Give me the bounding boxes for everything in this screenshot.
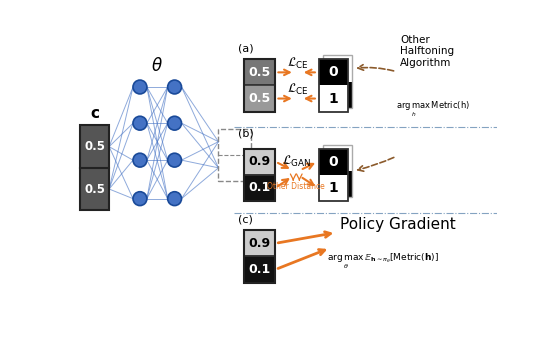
- Bar: [218, 129, 251, 181]
- Bar: [244, 230, 275, 256]
- Text: (a): (a): [238, 43, 254, 53]
- Bar: [80, 125, 109, 210]
- Text: 0.5: 0.5: [248, 92, 270, 105]
- Bar: [244, 149, 275, 175]
- Text: Other
Halftoning
Algorithm: Other Halftoning Algorithm: [400, 35, 454, 68]
- Bar: [244, 256, 275, 283]
- Text: 0: 0: [329, 155, 338, 169]
- Bar: [319, 149, 348, 175]
- Text: 0.1: 0.1: [248, 263, 270, 276]
- Bar: [323, 55, 352, 108]
- Bar: [244, 85, 275, 112]
- Text: 1: 1: [333, 151, 343, 165]
- Text: 0.5: 0.5: [248, 66, 270, 79]
- Text: Policy Gradient: Policy Gradient: [340, 217, 456, 232]
- Text: 0.5: 0.5: [84, 140, 105, 153]
- Circle shape: [133, 192, 147, 206]
- Circle shape: [133, 80, 147, 94]
- Text: $\mathcal{L}_{\mathrm{CE}}$: $\mathcal{L}_{\mathrm{CE}}$: [287, 56, 309, 71]
- Text: 0.1: 0.1: [248, 181, 270, 194]
- Bar: [319, 59, 348, 85]
- Bar: [323, 55, 352, 82]
- Text: 1: 1: [329, 181, 338, 195]
- Text: 0: 0: [333, 88, 342, 102]
- Circle shape: [133, 153, 147, 167]
- Text: 0: 0: [333, 177, 342, 191]
- Circle shape: [168, 153, 182, 167]
- Bar: [244, 59, 275, 85]
- Text: 1: 1: [329, 91, 338, 105]
- Bar: [319, 59, 348, 112]
- Circle shape: [168, 116, 182, 130]
- Text: 0: 0: [329, 65, 338, 79]
- Bar: [323, 145, 352, 197]
- Text: 1: 1: [333, 62, 343, 75]
- Bar: [319, 149, 348, 201]
- Text: $\underset{\theta}{\arg\max}\,\mathbb{E}_{\mathbf{h}\sim\pi_{\theta}}[\mathrm{Me: $\underset{\theta}{\arg\max}\,\mathbb{E}…: [327, 251, 439, 271]
- Text: (b): (b): [238, 129, 254, 139]
- Bar: [323, 145, 352, 171]
- Bar: [323, 82, 352, 108]
- Circle shape: [133, 116, 147, 130]
- Bar: [244, 175, 275, 201]
- Bar: [323, 171, 352, 197]
- Text: $\underset{h}{\arg\max}\,\mathrm{Metric(h)}$: $\underset{h}{\arg\max}\,\mathrm{Metric(…: [396, 99, 470, 119]
- Bar: [244, 230, 275, 283]
- Text: 0.9: 0.9: [248, 155, 270, 168]
- Text: (c): (c): [238, 214, 253, 224]
- Bar: [319, 175, 348, 201]
- Bar: [244, 59, 275, 112]
- Text: $\mathcal{L}_{\mathrm{GAN}}$: $\mathcal{L}_{\mathrm{GAN}}$: [281, 154, 311, 169]
- Bar: [319, 85, 348, 112]
- Text: 0.5: 0.5: [84, 183, 105, 196]
- Circle shape: [168, 80, 182, 94]
- Bar: [244, 149, 275, 201]
- Text: Other Distance: Other Distance: [268, 182, 325, 191]
- Text: $\mathbf{c}$: $\mathbf{c}$: [90, 106, 100, 121]
- Text: $\theta$: $\theta$: [151, 57, 163, 75]
- Text: $\mathcal{L}_{\mathrm{CE}}$: $\mathcal{L}_{\mathrm{CE}}$: [287, 82, 309, 97]
- Text: 0.9: 0.9: [248, 237, 270, 250]
- Circle shape: [168, 192, 182, 206]
